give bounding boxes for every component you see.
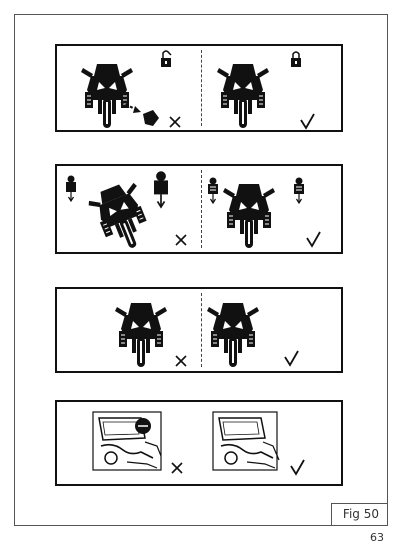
balanced-weight-icon: [293, 176, 305, 204]
motorcycle-icon: [216, 63, 270, 129]
leaning-motorcycle-icon: [85, 177, 159, 258]
correct-check-icon: [306, 231, 321, 247]
wrong-x-icon: [171, 462, 183, 474]
wrong-x-icon: [175, 234, 187, 246]
large-weight-icon: [153, 170, 169, 208]
motorcycle-icon: [80, 63, 134, 129]
padlock-closed-icon: [291, 51, 301, 67]
load-illustration: [65, 170, 321, 258]
correct-check-icon: [300, 113, 315, 129]
case-mount-correct-image: [212, 411, 280, 471]
small-weight-icon: [65, 174, 77, 202]
panel-load-balance-comparison: [55, 164, 343, 258]
figure-label-box: [331, 503, 387, 525]
panel-divider: [201, 50, 202, 126]
panel-case-mount-comparison: [55, 400, 343, 486]
panel-upright-comparison: [55, 287, 343, 373]
figure-frame: Fig 50: [14, 14, 388, 526]
wrong-x-icon: [175, 355, 187, 367]
correct-check-icon: [290, 459, 305, 475]
lock-illustration: [80, 50, 315, 129]
motorcycle-icon: [114, 302, 168, 368]
wrong-x-icon: [169, 116, 181, 128]
case-mount-illustration: [92, 411, 305, 475]
motorcycle-icon: [222, 183, 276, 249]
arrow-icon: [120, 101, 138, 111]
correct-check-icon: [284, 350, 299, 366]
hand-icon: [143, 110, 159, 126]
panel-divider: [201, 293, 202, 367]
padlock-open-icon: [161, 50, 172, 67]
panel-divider: [201, 170, 202, 248]
case-mount-wrong-image: [92, 411, 162, 471]
upright-illustration: [114, 302, 299, 368]
page-number: 63: [370, 531, 384, 544]
figure-label: Fig 50: [342, 507, 379, 521]
panel-lock-comparison: [55, 44, 343, 132]
motorcycle-icon: [206, 302, 260, 368]
balanced-weight-icon: [207, 176, 219, 204]
